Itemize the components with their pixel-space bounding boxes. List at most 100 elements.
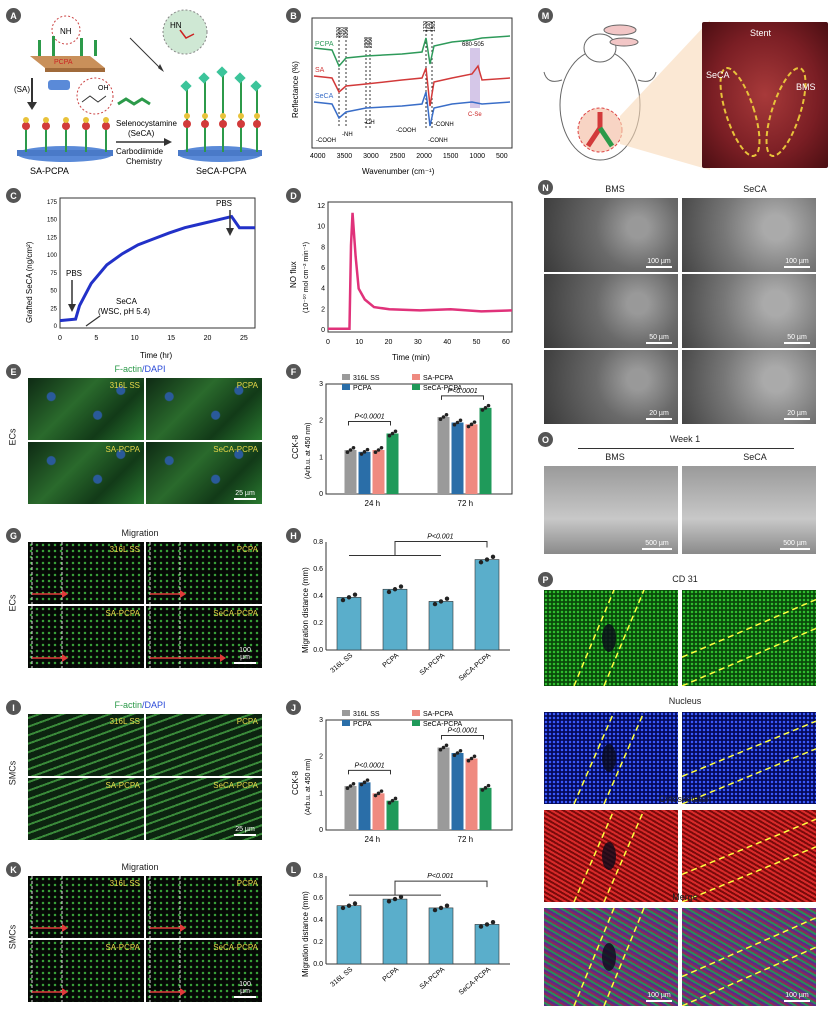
f-point-1-1-0: [452, 422, 457, 427]
j-legend-3: SeCA-PCPA: [423, 721, 462, 728]
f-bracket-1: [441, 395, 484, 400]
b-group-cse: C-Se: [468, 112, 482, 118]
a-right-surface-label: SeCA-PCPA: [196, 166, 246, 176]
b-xtick-3: 2500: [390, 153, 406, 160]
j-legend-swatch-3: [412, 720, 420, 726]
n-scale-bar-2: 50 µm: [646, 334, 672, 344]
h-bar-2: [428, 601, 454, 651]
l-bar-0: [336, 905, 362, 965]
f-bar-0-0: [344, 450, 357, 494]
h-xtick-1: PCPA: [382, 652, 401, 669]
k-tile-0: 316L SS: [28, 876, 144, 938]
c-ytick-7: 175: [47, 200, 58, 206]
i-tile-2: SA-PCPA: [28, 778, 144, 840]
d-xlabel: Time (min): [392, 353, 430, 362]
p-stent-lines-1-0: [573, 712, 645, 804]
j-point-0-0-2: [351, 782, 356, 786]
b-legend-seca: SeCA: [315, 93, 334, 100]
d-xtick-3: 30: [414, 339, 422, 346]
l-xtick-1: PCPA: [382, 966, 401, 983]
j-point-1-2-1: [469, 756, 474, 761]
b-series-seca: [313, 91, 511, 127]
l-ytick-1: 0.2: [313, 939, 323, 946]
l-point-0-1: [346, 903, 352, 908]
l-bar-2: [428, 907, 454, 965]
panel-j-badge: J: [286, 700, 301, 715]
h-point-1-2: [398, 584, 404, 589]
b-xtick-6: 1000: [469, 153, 485, 160]
f-point-0-1-0: [359, 452, 364, 456]
l-pval: P<0.001: [427, 873, 453, 880]
panel-i-badge: I: [6, 700, 21, 715]
b-peak-1720: 1720: [423, 21, 429, 32]
g-overlay-0: [31, 542, 68, 604]
f-ylabel1: CCK-8: [291, 434, 300, 459]
e-tile-label-1: PCPA: [236, 381, 258, 390]
b-legend-sa: SA: [315, 67, 325, 74]
b-peak-3350: 3350: [340, 27, 346, 38]
panel-b-ftir-chart: Reflectance (%) Wavenumber (cm⁻¹) 4000 35…: [291, 17, 513, 176]
j-bar-0-3: [386, 800, 399, 830]
n-scale-bar-0: 100 µm: [646, 258, 672, 268]
panel-a-badge: A: [6, 8, 21, 23]
p-stent-lines-2-0: [573, 810, 645, 902]
p-stent-lines-2-1: [682, 818, 816, 902]
p-scale-bar-1: 100 µm: [784, 992, 810, 1002]
j-pval-1: P<0.0001: [448, 728, 478, 735]
j-point-0-1-2: [365, 778, 370, 782]
j-point-0-3-1: [390, 798, 395, 803]
n-scale-bar-5: 20 µm: [784, 410, 810, 420]
c-ylabel: Grafted SeCA (ng/cm²): [25, 241, 34, 323]
o-col-seca: SeCA: [743, 452, 767, 462]
m-artery-photo: Stent SeCA BMS: [702, 22, 828, 168]
b-legend-pcpa: PCPA: [315, 41, 334, 48]
e-scale-bar: 25 µm: [234, 490, 256, 500]
c-pbs2-label: PBS: [216, 199, 232, 208]
d-xtick-2: 20: [385, 339, 393, 346]
panel-m-rabbit-diagram: [543, 20, 710, 170]
g-tile-2: SA-PCPA: [28, 606, 144, 668]
b-xtick-7: 500: [496, 153, 508, 160]
f-point-1-1-1: [455, 420, 460, 425]
d-ytick-6: 12: [317, 203, 325, 210]
f-point-1-1-2: [458, 418, 463, 423]
panel-e-badge: E: [6, 364, 21, 379]
b-group-ch: -CH: [364, 120, 375, 126]
j-point-1-3-1: [483, 786, 488, 790]
h-bar-0: [336, 597, 362, 651]
j-point-1-3-2: [486, 783, 491, 788]
e-title-factin: F-actin: [114, 364, 142, 374]
c-xtick-3: 15: [167, 335, 175, 342]
d-ytick-3: 6: [321, 265, 325, 272]
g-side-label: ECs: [7, 594, 18, 612]
j-ytick-2: 2: [319, 754, 323, 761]
j-point-0-2-0: [373, 793, 378, 798]
l-ytick-0: 0.0: [313, 961, 323, 968]
e-tile-label-0: 316L SS: [109, 381, 140, 390]
j-point-1-1-2: [458, 749, 463, 753]
p-tile-0-0: [544, 590, 678, 686]
i-tile-label-2: SA-PCPA: [105, 781, 140, 790]
h-point-2-2: [444, 596, 450, 601]
h-point-3-0: [478, 560, 484, 565]
f-xtick-0: 24 h: [365, 499, 381, 508]
a-oh-label: OH: [98, 85, 109, 92]
c-ytick-6: 150: [47, 218, 58, 224]
c-ytick-1: 25: [50, 306, 57, 312]
c-ytick-0: 0: [54, 324, 58, 330]
i-tile-1: PCPA: [146, 714, 262, 776]
j-ytick-3: 3: [319, 717, 323, 724]
l-point-0-2: [352, 901, 358, 906]
p-tile-2-0: [544, 810, 678, 902]
h-point-0-0: [340, 597, 346, 603]
b-series-sa: [313, 64, 511, 107]
j-point-1-0-0: [438, 747, 443, 752]
l-point-1-0: [386, 899, 392, 904]
i-title-dapi: /DAPI: [142, 700, 166, 710]
l-point-3-0: [478, 924, 484, 929]
b-peak-1640: 1640: [427, 21, 433, 32]
b-group-cooh1: -COOH: [316, 138, 336, 144]
c-ytick-4: 100: [47, 253, 58, 259]
c-ytick-5: 125: [47, 235, 58, 241]
h-point-3-1: [484, 557, 490, 562]
